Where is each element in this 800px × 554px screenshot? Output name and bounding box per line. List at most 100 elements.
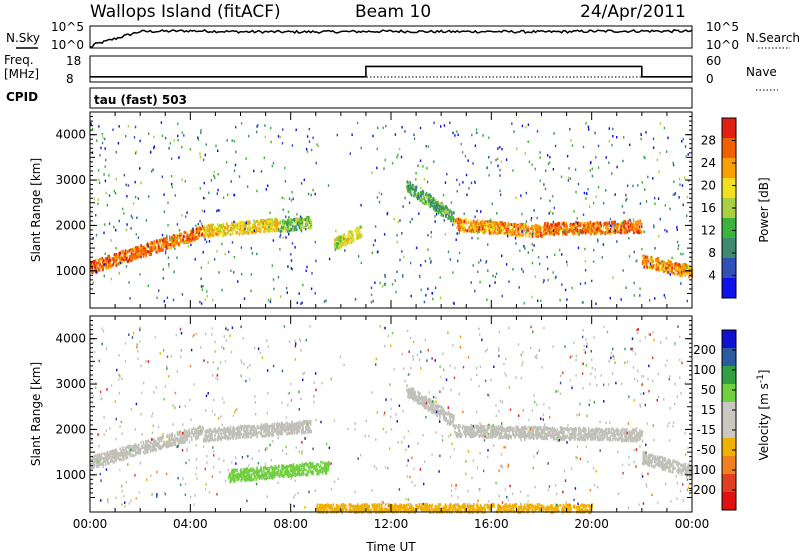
scatter-cell — [166, 296, 169, 299]
scatter-cell — [372, 299, 374, 303]
scatter-cell — [131, 216, 134, 220]
scatter-cell — [606, 227, 609, 231]
scatter-cell — [558, 226, 560, 230]
scatter-cell — [430, 198, 432, 202]
scatter-cell — [678, 177, 681, 181]
scatter-cell — [645, 263, 648, 266]
scatter-cell — [299, 463, 301, 467]
scatter-cell — [528, 160, 531, 164]
scatter-cell — [233, 193, 236, 197]
scatter-cell — [240, 272, 243, 276]
scatter-cell — [461, 221, 463, 225]
scatter-cell — [519, 222, 521, 226]
scatter-cell — [312, 188, 314, 192]
scatter-cell — [133, 253, 135, 257]
scatter-cell — [339, 243, 341, 247]
scatter-cell — [225, 427, 227, 431]
scatter-cell — [359, 236, 361, 240]
scatter-cell — [155, 239, 158, 243]
scatter-cell — [578, 222, 580, 226]
scatter-cell — [113, 259, 116, 263]
scatter-cell — [213, 233, 215, 237]
scatter-cell — [309, 419, 312, 423]
scatter-cell — [669, 273, 671, 276]
scatter-cell — [124, 249, 127, 253]
scatter-cell — [267, 476, 269, 480]
scatter-cell — [472, 224, 474, 228]
scatter-cell — [97, 258, 100, 262]
scatter-cell — [264, 135, 266, 139]
scatter-cell — [413, 194, 415, 198]
scatter-cell — [524, 152, 526, 155]
scatter-cell — [553, 225, 556, 229]
scatter-cell — [246, 428, 248, 432]
scatter-cell — [211, 233, 213, 237]
scatter-cell — [441, 206, 443, 209]
scatter-cell — [226, 139, 228, 142]
scatter-cell — [552, 222, 555, 226]
scatter-cell — [149, 441, 152, 445]
scatter-cell — [493, 221, 496, 225]
scatter-cell — [612, 135, 614, 138]
scatter-cell — [571, 223, 574, 227]
scatter-cell — [492, 231, 494, 235]
scatter-cell — [644, 156, 646, 160]
scatter-cell — [323, 300, 326, 303]
scatter-cell — [614, 193, 616, 196]
scatter-cell — [128, 257, 131, 261]
scatter-cell — [670, 266, 673, 270]
scatter-cell — [408, 187, 411, 191]
scatter-cell — [185, 235, 187, 239]
scatter-cell — [274, 465, 277, 469]
scatter-cell — [178, 229, 181, 232]
scatter-cell — [176, 241, 178, 245]
scatter-cell — [456, 130, 458, 133]
scatter-cell — [137, 236, 140, 239]
scatter-cell — [430, 235, 432, 239]
scatter-cell — [627, 219, 630, 223]
scatter-cell — [226, 435, 229, 439]
scatter-cell — [127, 184, 130, 187]
scatter-cell — [595, 156, 597, 159]
scatter-cell — [612, 221, 615, 225]
scatter-cell — [328, 462, 330, 466]
scatter-cell — [333, 242, 336, 246]
scatter-cell — [677, 266, 680, 270]
scatter-cell — [551, 195, 554, 198]
scatter-cell — [113, 255, 116, 259]
scatter-cell — [279, 227, 282, 231]
scatter-cell — [647, 259, 649, 263]
scatter-cell — [215, 229, 218, 233]
scatter-cell — [151, 170, 153, 173]
y-tick-label: 1000 — [55, 264, 86, 278]
scatter-cell — [562, 221, 565, 225]
scatter-cell — [401, 126, 403, 129]
scatter-cell — [129, 451, 131, 455]
scatter-cell — [268, 229, 271, 233]
scatter-cell — [192, 433, 195, 437]
scatter-cell — [153, 146, 155, 150]
scatter-cell — [158, 439, 161, 443]
scatter-cell — [281, 424, 283, 428]
scatter-cell — [663, 126, 666, 130]
scatter-cell — [585, 223, 587, 227]
scatter-cell — [232, 430, 234, 434]
scatter-cell — [158, 436, 161, 440]
scatter-cell — [411, 187, 413, 191]
scatter-cell — [500, 160, 503, 163]
scatter-cell — [448, 208, 450, 212]
scatter-cell — [306, 265, 308, 269]
scatter-cell — [444, 233, 446, 236]
scatter-cell — [267, 298, 270, 302]
scatter-cell — [682, 263, 685, 266]
scatter-cell — [670, 263, 673, 266]
scatter-cell — [464, 228, 466, 232]
scatter-cell — [505, 230, 508, 234]
scatter-cell — [631, 223, 634, 227]
scatter-cell — [440, 210, 442, 214]
scatter-cell — [135, 246, 137, 250]
scatter-cell — [159, 447, 162, 451]
scatter-cell — [225, 226, 227, 230]
scatter-cell — [433, 202, 435, 206]
